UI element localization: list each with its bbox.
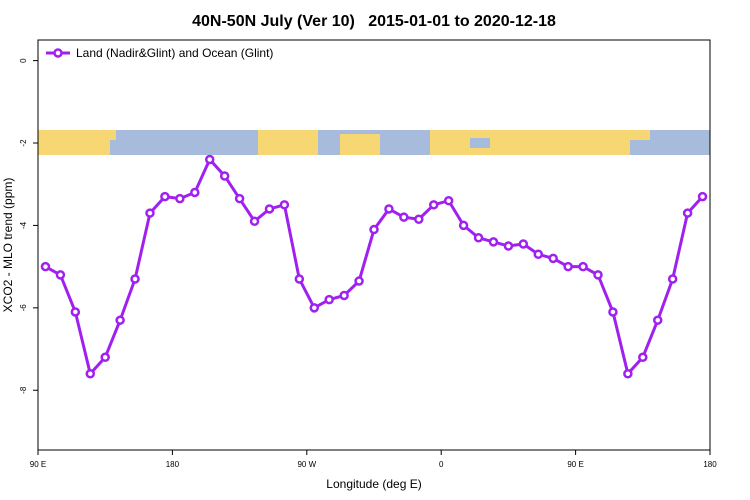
x-tick-label: 180 xyxy=(703,460,717,469)
point xyxy=(160,191,170,202)
point xyxy=(608,307,618,317)
point xyxy=(219,171,230,181)
point xyxy=(100,352,110,363)
x-tick-label: 90 E xyxy=(30,460,46,469)
y-tick-label: -6 xyxy=(19,304,28,312)
point xyxy=(593,270,603,280)
point xyxy=(324,294,334,305)
point xyxy=(40,261,51,272)
x-tick-label: 90 W xyxy=(297,460,316,469)
point xyxy=(503,241,514,251)
point xyxy=(354,276,364,286)
chart-title: 40N-50N July (Ver 10) 2015-01-01 to 2020… xyxy=(192,13,556,30)
x-tick-label: 90 E xyxy=(567,460,583,469)
point xyxy=(234,193,245,204)
point xyxy=(130,274,140,284)
point xyxy=(264,204,275,214)
point xyxy=(369,224,379,235)
point xyxy=(682,208,693,218)
y-axis-label: XCO2 - MLO trend (ppm) xyxy=(1,178,15,313)
x-tick-label: 180 xyxy=(166,460,180,469)
point xyxy=(578,261,588,272)
map-band xyxy=(38,130,710,155)
point xyxy=(414,214,424,224)
point xyxy=(458,220,469,231)
point xyxy=(384,204,394,214)
point xyxy=(339,290,349,301)
point xyxy=(652,315,663,325)
y-tick-label: -8 xyxy=(19,386,28,394)
series-line xyxy=(44,156,704,377)
legend-marker xyxy=(53,48,63,58)
x-axis-label: Longitude (deg E) xyxy=(326,477,421,491)
point xyxy=(488,237,499,247)
point xyxy=(533,249,544,260)
point xyxy=(399,212,409,222)
point xyxy=(548,253,558,264)
point xyxy=(428,200,439,210)
point xyxy=(638,352,648,363)
point xyxy=(473,233,484,243)
point xyxy=(443,195,454,206)
point xyxy=(309,303,320,313)
plot-frame xyxy=(37,39,711,451)
point xyxy=(279,200,290,210)
x-tick-label: 0 xyxy=(439,460,444,469)
point xyxy=(70,307,81,317)
point xyxy=(623,369,633,379)
point xyxy=(697,191,708,202)
y-tick-label: -4 xyxy=(19,221,28,229)
point xyxy=(115,315,125,325)
point xyxy=(294,274,305,284)
point xyxy=(249,216,260,227)
point xyxy=(55,270,66,280)
point xyxy=(204,154,215,165)
point xyxy=(85,369,96,379)
point xyxy=(145,208,155,218)
y-tick-label: -2 xyxy=(19,139,28,147)
point xyxy=(190,187,200,198)
y-tick-label: 0 xyxy=(19,58,28,63)
point xyxy=(518,239,529,249)
point xyxy=(175,193,185,204)
point xyxy=(563,261,573,272)
point xyxy=(667,274,678,284)
legend-label: Land (Nadir&Glint) and Ocean (Glint) xyxy=(76,46,273,60)
